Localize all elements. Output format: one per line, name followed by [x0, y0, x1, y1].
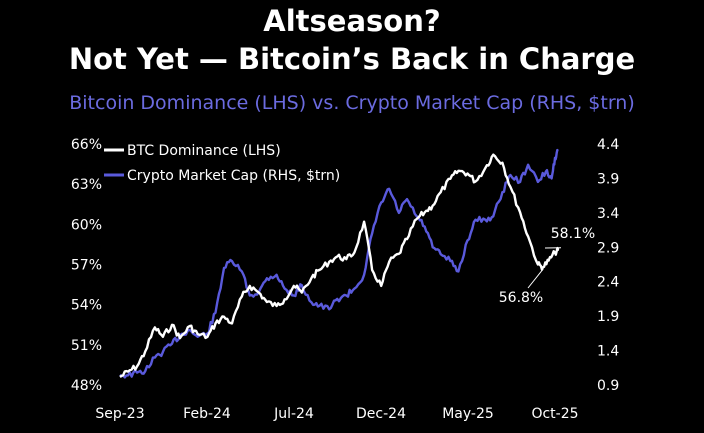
right-tick-label: 2.4: [597, 275, 619, 291]
right-axis: 0.9 1.4 1.9 2.4 2.9 3.4 3.9 4.4: [597, 137, 619, 394]
left-tick-label: 66%: [71, 137, 102, 153]
right-tick-label: 1.4: [597, 344, 619, 360]
x-tick-label: May-25: [442, 406, 494, 422]
right-tick-label: 3.9: [597, 171, 619, 187]
left-tick-label: 48%: [71, 378, 102, 394]
x-tick-label: Dec-24: [356, 406, 406, 422]
annotation-label: 56.8%: [499, 290, 543, 306]
x-tick-label: Feb-24: [183, 406, 231, 422]
legend-label: Crypto Market Cap (RHS, $trn): [127, 168, 340, 184]
x-tick-label: Sep-23: [95, 406, 144, 422]
right-tick-label: 3.4: [597, 206, 619, 222]
left-tick-label: 51%: [71, 338, 102, 354]
x-axis: Sep-23 Feb-24 Jul-24 Dec-24 May-25 Oct-25: [95, 406, 578, 422]
legend: BTC Dominance (LHS) Crypto Market Cap (RH…: [104, 143, 340, 184]
left-tick-label: 60%: [71, 217, 102, 233]
right-tick-label: 4.4: [597, 137, 619, 153]
chart-title-line-1: Altseason?: [263, 4, 441, 38]
left-axis: 48% 51% 54% 57% 60% 63% 66%: [71, 137, 102, 394]
annotations: 58.1% 56.8%: [499, 226, 595, 306]
right-tick-label: 0.9: [597, 378, 619, 394]
x-tick-label: Oct-25: [531, 406, 578, 422]
series-line-market-cap: [119, 148, 559, 379]
x-tick-label: Jul-24: [273, 406, 314, 422]
series-line-btc-dominance: [119, 153, 560, 378]
right-tick-label: 1.9: [597, 309, 619, 325]
right-tick-label: 2.9: [597, 240, 619, 256]
left-tick-label: 63%: [71, 177, 102, 193]
chart-subtitle: Bitcoin Dominance (LHS) vs. Crypto Marke…: [69, 92, 635, 114]
series-lines: [119, 148, 560, 379]
annotation-label: 58.1%: [551, 226, 595, 242]
left-tick-label: 57%: [71, 258, 102, 274]
left-tick-label: 54%: [71, 298, 102, 314]
chart-title-line-2: Not Yet — Bitcoin’s Back in Charge: [68, 42, 636, 76]
annotation-leader: [527, 268, 544, 289]
legend-label: BTC Dominance (LHS): [127, 143, 281, 159]
